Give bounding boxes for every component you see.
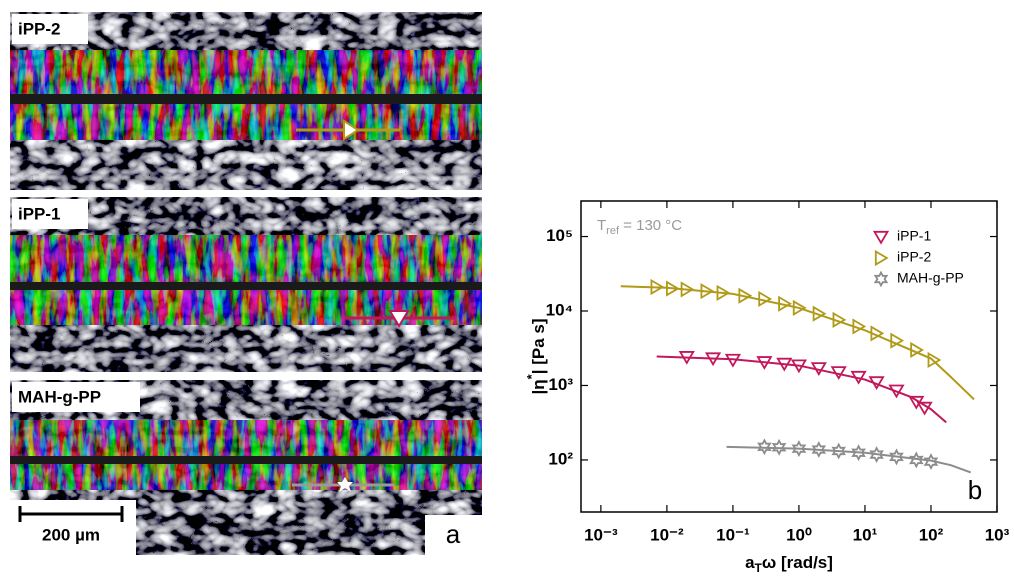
annotation: Tref = 130 °C [597, 217, 682, 237]
image-label: iPP-1 [18, 204, 61, 223]
fit-line [656, 355, 947, 424]
micrograph [10, 380, 482, 555]
x-tick-label: 10⁻² [650, 525, 684, 544]
data-point [910, 341, 924, 359]
data-point [889, 448, 904, 466]
y-tick-label: 10³ [548, 375, 573, 394]
panel-label: a [446, 519, 461, 549]
fit-line [726, 445, 972, 474]
data-point [758, 290, 773, 308]
data-point [927, 351, 942, 369]
data-point [666, 280, 680, 297]
data-point [757, 438, 772, 456]
x-tick-label: 10² [919, 525, 944, 544]
data-point [776, 357, 793, 372]
image-label: iPP-2 [18, 19, 61, 38]
data-point [778, 295, 792, 312]
annotation-part: T [597, 217, 606, 234]
plot-frame [580, 200, 998, 513]
micrograph [10, 12, 482, 190]
x-axis-label-part: a [745, 553, 755, 572]
image-label: MAH-g-PP [18, 387, 101, 406]
data-point [923, 453, 939, 471]
micrograph-panel: iPP-2 iPP-1 MAH-g-PP 200 µm a [10, 12, 482, 555]
legend-label: iPP-1 [897, 228, 931, 244]
micrograph [10, 197, 482, 372]
data-point [831, 442, 846, 460]
y-axis-label-part: |η [529, 379, 548, 394]
data-point [830, 366, 847, 380]
data-point [756, 356, 773, 370]
scale-bar-label: 200 µm [42, 525, 100, 544]
y-axis-label-part: * [524, 373, 539, 379]
legend-marker [873, 270, 889, 288]
legend-label: MAH-g-PP [897, 270, 964, 286]
legend-label: iPP-2 [897, 249, 931, 265]
data-point [916, 401, 933, 416]
data-point [810, 362, 827, 376]
data-point [888, 384, 905, 399]
annotation-part: ref [606, 225, 620, 237]
data-point [832, 311, 847, 328]
data-point [868, 376, 885, 391]
data-point [792, 299, 807, 316]
data-point [791, 440, 807, 458]
data-point [850, 370, 867, 385]
data-point [890, 332, 905, 349]
data-point [812, 305, 827, 322]
data-point [869, 446, 884, 464]
annotation-part: = 130 °C [619, 217, 682, 234]
x-tick-label: 10⁻¹ [716, 525, 750, 544]
data-point [716, 284, 731, 301]
panel-label: b [968, 475, 982, 505]
data-point [678, 351, 695, 365]
y-axis-label: |η*| [Pa s] [524, 319, 548, 395]
y-axis-label-part: | [Pa s] [529, 319, 548, 375]
data-point [724, 353, 741, 368]
data-point [811, 441, 827, 458]
y-tick-label: 10⁴ [546, 300, 573, 319]
x-tick-label: 10⁰ [786, 525, 812, 544]
data-point [771, 438, 787, 456]
data-point [851, 444, 866, 462]
legend-marker [874, 249, 889, 267]
legend-marker [872, 230, 890, 245]
data-point [790, 359, 808, 374]
data-point [738, 287, 753, 304]
y-tick-label: 10⁵ [546, 226, 573, 245]
data-point [680, 281, 695, 298]
data-point [908, 451, 924, 469]
data-point [870, 325, 885, 342]
x-axis-label-part: ω [rad/s] [762, 553, 833, 572]
data-point [700, 283, 715, 300]
data-point [704, 352, 722, 367]
x-axis-label: aTω [rad/s] [745, 553, 833, 575]
x-tick-label: 10³ [985, 525, 1010, 544]
data-point [650, 278, 665, 296]
x-tick-label: 10¹ [853, 525, 878, 544]
y-tick-label: 10² [548, 449, 573, 468]
x-axis-label-part: T [755, 561, 763, 575]
data-point [852, 318, 867, 335]
x-tick-label: 10⁻³ [584, 525, 618, 544]
